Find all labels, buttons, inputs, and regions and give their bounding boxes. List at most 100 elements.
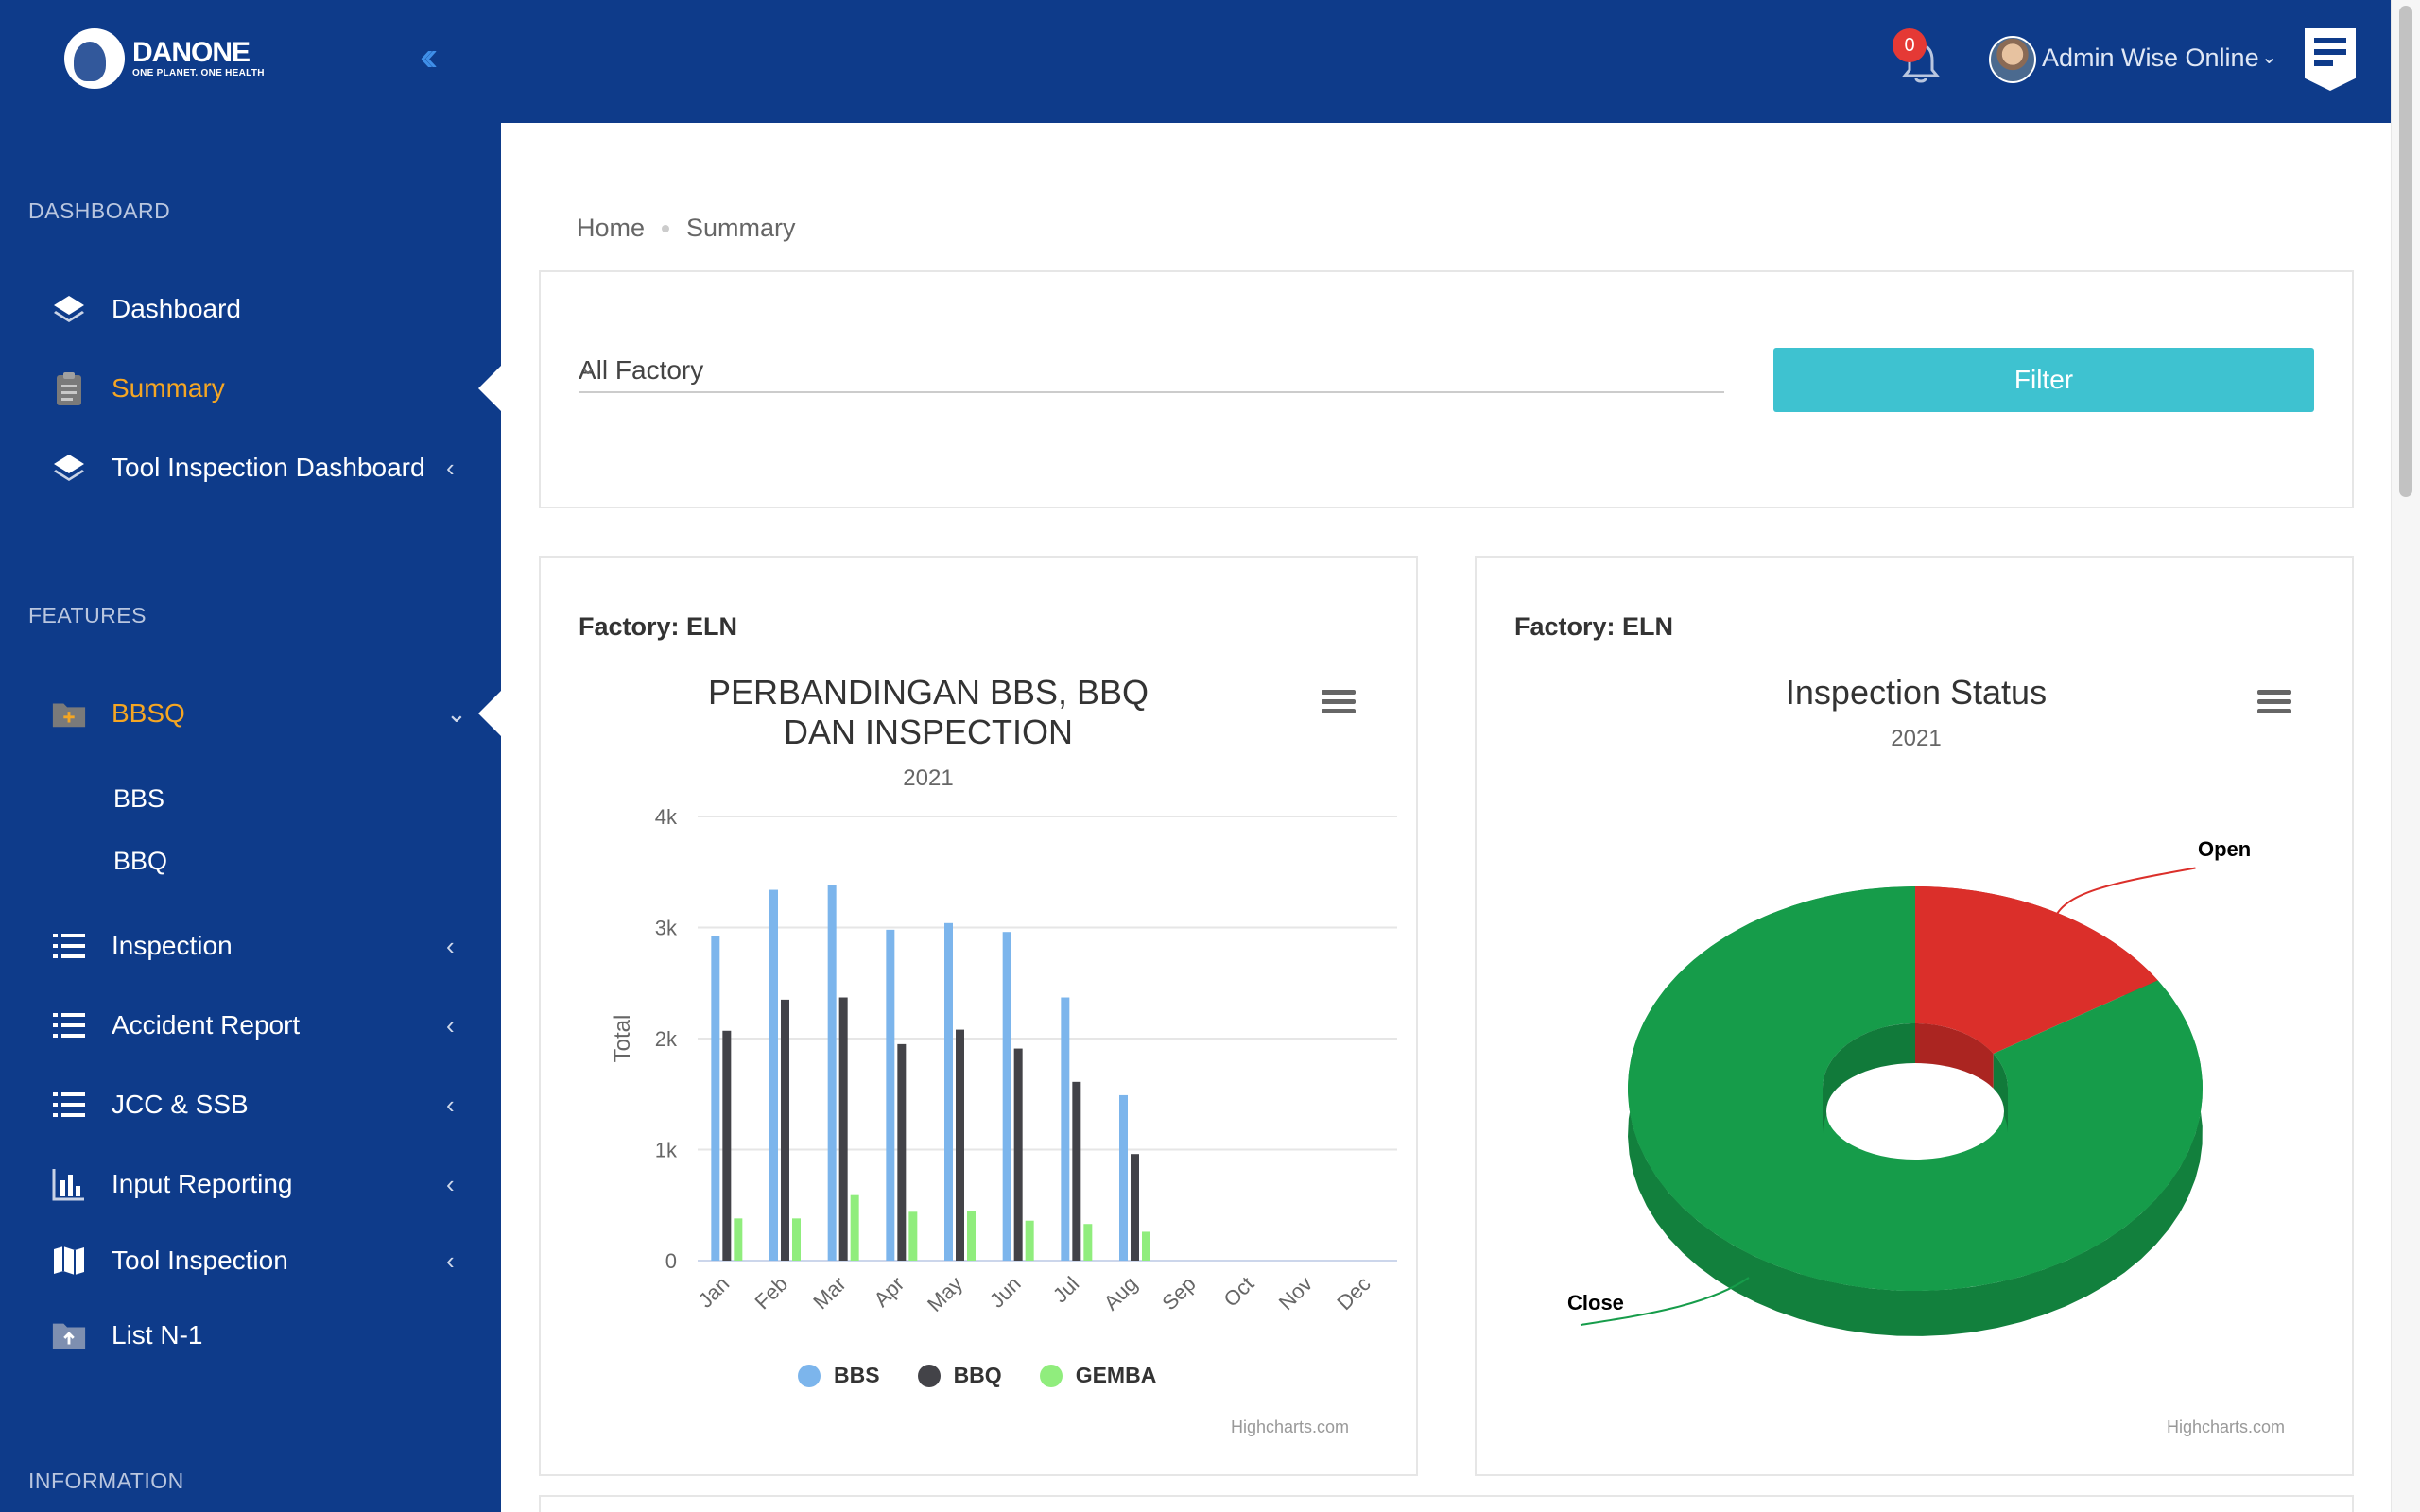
factory-label: Factory: ELN — [579, 612, 738, 641]
chart-menu-icon[interactable] — [2257, 690, 2291, 718]
list-icon — [51, 1007, 87, 1043]
x-tick-label: Dec — [1332, 1272, 1374, 1314]
factory-label: Factory: ELN — [1514, 612, 1674, 641]
bar-gemba-mar[interactable] — [850, 1194, 859, 1261]
app-logo-icon[interactable] — [2305, 28, 2356, 91]
chevron-down-icon: ⌄ — [579, 354, 598, 380]
bar-gemba-jun[interactable] — [1025, 1220, 1034, 1261]
breadcrumb-current: Summary — [686, 214, 796, 242]
sidebar-item-dashboard[interactable]: Dashboard — [0, 281, 501, 337]
x-tick-label: May — [923, 1272, 967, 1316]
connector-close — [1580, 1277, 1750, 1326]
sidebar-item-tool-inspection-dashboard[interactable]: Tool Inspection Dashboard ‹ — [0, 439, 501, 496]
bar-chart-icon — [51, 1166, 87, 1202]
breadcrumb: Home Summary — [577, 214, 796, 243]
x-tick-label: Apr — [869, 1272, 908, 1312]
chevron-down-icon[interactable]: ⌄ — [2261, 47, 2277, 68]
chart-credits[interactable]: Highcharts.com — [2167, 1418, 2286, 1436]
bar-bbs-jul[interactable] — [1061, 997, 1070, 1261]
bar-bbs-jan[interactable] — [711, 936, 720, 1261]
clipboard-icon — [51, 370, 87, 406]
bar-bbs-may[interactable] — [944, 922, 953, 1261]
bar-gemba-aug[interactable] — [1142, 1231, 1150, 1261]
pie-slice-close[interactable] — [1628, 886, 2203, 1291]
pie-label-open: Open — [2198, 837, 2252, 861]
bar-gemba-apr[interactable] — [908, 1211, 918, 1261]
bar-bbs-jun[interactable] — [1002, 932, 1011, 1261]
folder-add-icon — [51, 696, 87, 731]
sidebar-item-list-n1[interactable]: List N-1 — [0, 1307, 501, 1364]
section-title-information: INFORMATION — [28, 1469, 184, 1493]
pie-inner-wall-close — [1993, 1054, 2008, 1134]
sidebar-item-summary[interactable]: Summary — [0, 360, 501, 417]
bar-bbq-jul[interactable] — [1072, 1081, 1081, 1261]
x-tick-label: Feb — [751, 1272, 792, 1314]
chevron-left-icon: ‹ — [446, 1090, 455, 1119]
bar-bbq-aug[interactable] — [1131, 1154, 1139, 1261]
bar-bbq-jan[interactable] — [722, 1030, 732, 1261]
chart-subtitle: 2021 — [1891, 726, 1942, 751]
sidebar-item-jcc-ssb[interactable]: JCC & SSB ‹ — [0, 1076, 501, 1133]
pie-chart — [1580, 867, 2203, 1336]
breadcrumb-separator — [662, 224, 670, 232]
sidebar-item-accident-report[interactable]: Accident Report ‹ — [0, 997, 501, 1054]
sidebar-item-label: JCC & SSB — [112, 1090, 249, 1119]
active-indicator — [478, 366, 501, 411]
active-indicator — [478, 691, 501, 736]
legend-item-bbs[interactable]: BBS — [798, 1363, 880, 1388]
y-tick-label: 1k — [655, 1139, 678, 1162]
x-tick-label: Mar — [808, 1272, 850, 1314]
bar-bbs-aug[interactable] — [1119, 1094, 1128, 1261]
user-name[interactable]: Admin Wise Online — [2042, 43, 2259, 72]
x-tick-label: Jun — [985, 1272, 1026, 1313]
sidebar-subitem-bbs[interactable]: BBS — [113, 784, 165, 813]
pie-inner-wall-close — [1823, 1023, 1915, 1134]
bar-gemba-may[interactable] — [967, 1211, 976, 1261]
sidebar-item-bbsq[interactable]: BBSQ ⌄ — [0, 685, 501, 742]
sidebar-item-label: Summary — [112, 373, 225, 403]
donut-hole — [1826, 1063, 2004, 1160]
notification-count-badge: 0 — [1893, 28, 1927, 62]
filter-button[interactable]: Filter — [1773, 348, 2314, 412]
bar-bbq-mar[interactable] — [838, 997, 848, 1261]
chart-credits[interactable]: Highcharts.com — [1231, 1418, 1350, 1436]
bar-bbq-apr[interactable] — [897, 1043, 907, 1261]
sidebar-item-input-reporting[interactable]: Input Reporting ‹ — [0, 1156, 501, 1212]
bar-bbq-jun[interactable] — [1013, 1048, 1023, 1261]
bar-bbq-feb[interactable] — [781, 999, 789, 1261]
chart-subtitle: 2021 — [903, 765, 954, 791]
sidebar-item-tool-inspection[interactable]: Tool Inspection ‹ — [0, 1232, 501, 1289]
legend-label: GEMBA — [1075, 1363, 1157, 1387]
bar-gemba-jul[interactable] — [1083, 1224, 1093, 1261]
bar-bbs-mar[interactable] — [827, 885, 837, 1261]
breadcrumb-home[interactable]: Home — [577, 214, 646, 242]
sidebar-subitem-bbq[interactable]: BBQ — [113, 847, 168, 875]
folder-upload-icon — [51, 1317, 87, 1353]
factory-select[interactable]: All Factory ⌄ — [579, 350, 1724, 393]
scrollbar-thumb[interactable] — [2399, 6, 2412, 497]
user-avatar[interactable] — [1989, 36, 2036, 83]
bar-bbs-feb[interactable] — [769, 889, 778, 1261]
chevron-left-icon: ‹ — [446, 453, 455, 482]
legend-item-gemba[interactable]: GEMBA — [1039, 1363, 1157, 1388]
bar-gemba-feb[interactable] — [792, 1218, 801, 1261]
bar-gemba-jan[interactable] — [734, 1218, 743, 1261]
chart-menu-icon[interactable] — [1322, 690, 1356, 718]
connector-open — [2052, 867, 2196, 921]
legend-label: BBQ — [953, 1363, 1002, 1387]
legend-item-bbq[interactable]: BBQ — [917, 1363, 1002, 1388]
collapse-sidebar-icon[interactable]: ‹‹ — [420, 33, 439, 79]
chart-legend: BBS BBQ GEMBA — [798, 1363, 1194, 1388]
sidebar: DANONE ONE PLANET. ONE HEALTH ‹‹ DASHBOA… — [0, 0, 501, 1512]
bar-bbs-apr[interactable] — [886, 929, 895, 1261]
bar-bbq-may[interactable] — [956, 1029, 964, 1261]
x-tick-label: Jul — [1048, 1272, 1084, 1308]
pie-slice-open[interactable] — [1915, 886, 2158, 1055]
page-scrollbar[interactable] — [2391, 0, 2420, 1512]
list-icon — [51, 928, 87, 964]
y-axis-label: Total — [610, 1015, 635, 1063]
y-tick-label: 3k — [655, 917, 678, 940]
sidebar-item-inspection[interactable]: Inspection ‹ — [0, 918, 501, 974]
list-icon — [51, 1087, 87, 1123]
danone-logo[interactable]: DANONE ONE PLANET. ONE HEALTH — [64, 28, 265, 89]
